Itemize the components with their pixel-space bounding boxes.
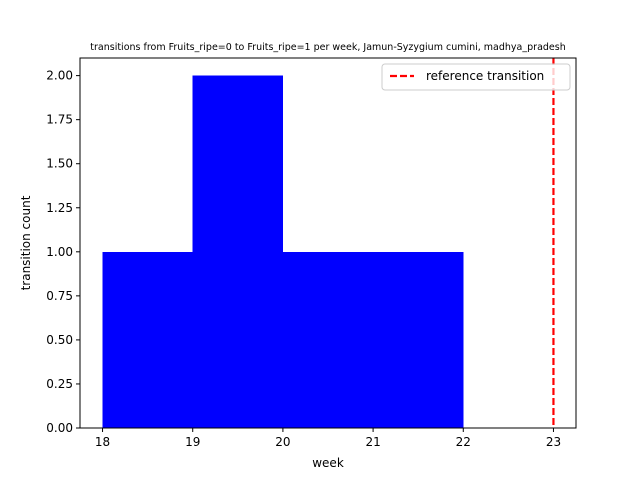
bars-group (102, 75, 464, 428)
y-tick-label: 2.00 (46, 69, 73, 83)
y-tick-label: 0.75 (46, 289, 73, 303)
y-tick-label: 0.25 (46, 377, 73, 391)
x-tick-label: 20 (275, 435, 290, 449)
plot-frame (79, 57, 577, 429)
y-axis-label: transition count (19, 195, 33, 290)
y-tick-label: 1.75 (46, 113, 73, 127)
x-tick-label: 18 (95, 435, 110, 449)
x-tick-label: 21 (365, 435, 380, 449)
x-tick-label: 22 (456, 435, 471, 449)
legend: reference transition (381, 63, 571, 91)
legend-box (381, 63, 571, 91)
legend-reference-label: reference transition (426, 69, 544, 83)
y-tick-label: 0.00 (46, 421, 73, 435)
y-tick-label: 1.00 (46, 245, 73, 259)
x-tick-label: 23 (546, 435, 561, 449)
y-tick-label: 0.50 (46, 333, 73, 347)
x-axis-label: week (312, 456, 344, 470)
y-axis-ticks: 0.00 0.25 0.50 0.75 1.00 1.25 1.50 1.75 2.00 (46, 69, 80, 435)
y-tick-label: 1.25 (46, 201, 73, 215)
bar-3 (373, 251, 464, 428)
x-axis-ticks: 18 19 20 21 22 23 (95, 428, 561, 449)
bar-1 (192, 75, 283, 428)
y-tick-label: 1.50 (46, 157, 73, 171)
bar-2 (282, 251, 374, 428)
chart-title: transitions from Fruits_ripe=0 to Fruits… (90, 42, 565, 53)
bar-0 (102, 251, 193, 428)
x-tick-label: 19 (185, 435, 200, 449)
